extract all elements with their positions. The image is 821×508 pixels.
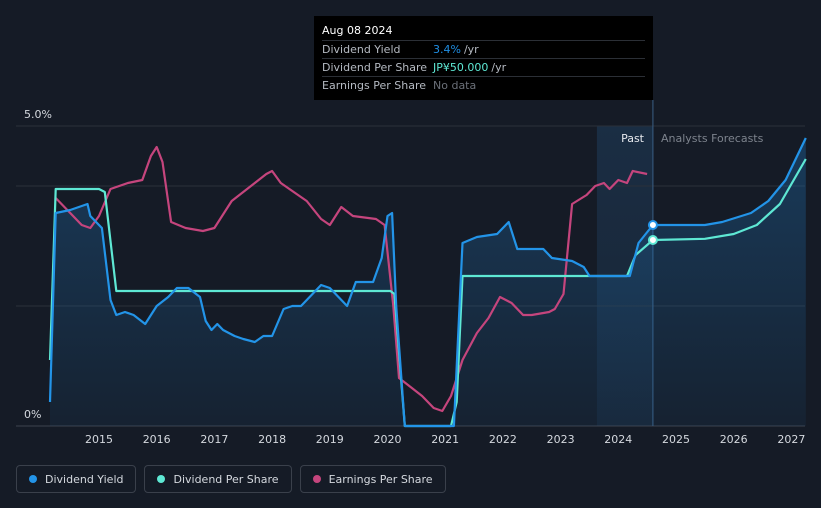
- legend-item-dividend-per-share[interactable]: Dividend Per Share: [144, 465, 292, 493]
- x-tick-label: 2027: [777, 433, 805, 446]
- tooltip-label: Dividend Per Share: [322, 61, 428, 74]
- x-tick-label: 2024: [604, 433, 632, 446]
- x-tick-label: 2020: [374, 433, 402, 446]
- legend-item-dividend-yield[interactable]: Dividend Yield: [16, 465, 137, 493]
- hover-tooltip: Aug 08 2024 Dividend Yield 3.4% /yr Divi…: [314, 16, 653, 100]
- tooltip-row-dividend-per-share: Dividend Per Share JP¥50.000 /yr: [322, 58, 645, 76]
- x-tick-label: 2023: [547, 433, 575, 446]
- legend-dot: [157, 475, 166, 483]
- x-tick-label: 2019: [316, 433, 344, 446]
- past-region-label: Past: [621, 132, 645, 145]
- legend-label: Earnings Per Share: [328, 472, 433, 486]
- tooltip-unit: /yr: [491, 61, 507, 74]
- tooltip-date: Aug 08 2024: [322, 24, 393, 37]
- legend-label: Dividend Yield: [45, 472, 124, 486]
- tooltip-value: 3.4%: [433, 43, 461, 56]
- legend-label: Dividend Per Share: [173, 472, 279, 486]
- tooltip-label: Dividend Yield: [322, 43, 401, 56]
- tooltip-value: No data: [433, 79, 477, 92]
- tooltip-row-dividend-yield: Dividend Yield 3.4% /yr: [322, 40, 645, 58]
- tooltip-unit: /yr: [463, 43, 479, 56]
- y-tick-label-top: 5.0%: [24, 108, 52, 121]
- x-tick-label: 2025: [662, 433, 690, 446]
- dividend-yield-line: [48, 137, 807, 428]
- dividend-per-share-marker: [647, 235, 658, 245]
- dividend-yield-area: [50, 138, 806, 426]
- tooltip-value: JP¥50.000: [433, 61, 489, 74]
- tooltip-label: Earnings Per Share: [322, 79, 427, 92]
- x-tick-label: 2016: [143, 433, 171, 446]
- x-tick-label: 2021: [431, 433, 459, 446]
- x-tick-label: 2017: [200, 433, 228, 446]
- tooltip-row-earnings-per-share: Earnings Per Share No data: [322, 76, 645, 94]
- dividend-yield-marker: [647, 220, 658, 230]
- x-tick-label: 2026: [720, 433, 748, 446]
- x-tick-label: 2018: [258, 433, 286, 446]
- legend-dot: [29, 475, 37, 483]
- x-tick-label: 2015: [85, 433, 113, 446]
- x-tick-label: 2022: [489, 433, 517, 446]
- y-tick-label-bottom: 0%: [24, 408, 41, 421]
- legend-dot: [312, 475, 321, 483]
- chart-legend: Dividend Yield Dividend Per Share Earnin…: [16, 465, 446, 493]
- legend-item-earnings-per-share[interactable]: Earnings Per Share: [299, 465, 446, 493]
- forecast-region-label: Analysts Forecasts: [661, 132, 764, 145]
- earnings-per-share-line: [54, 145, 648, 413]
